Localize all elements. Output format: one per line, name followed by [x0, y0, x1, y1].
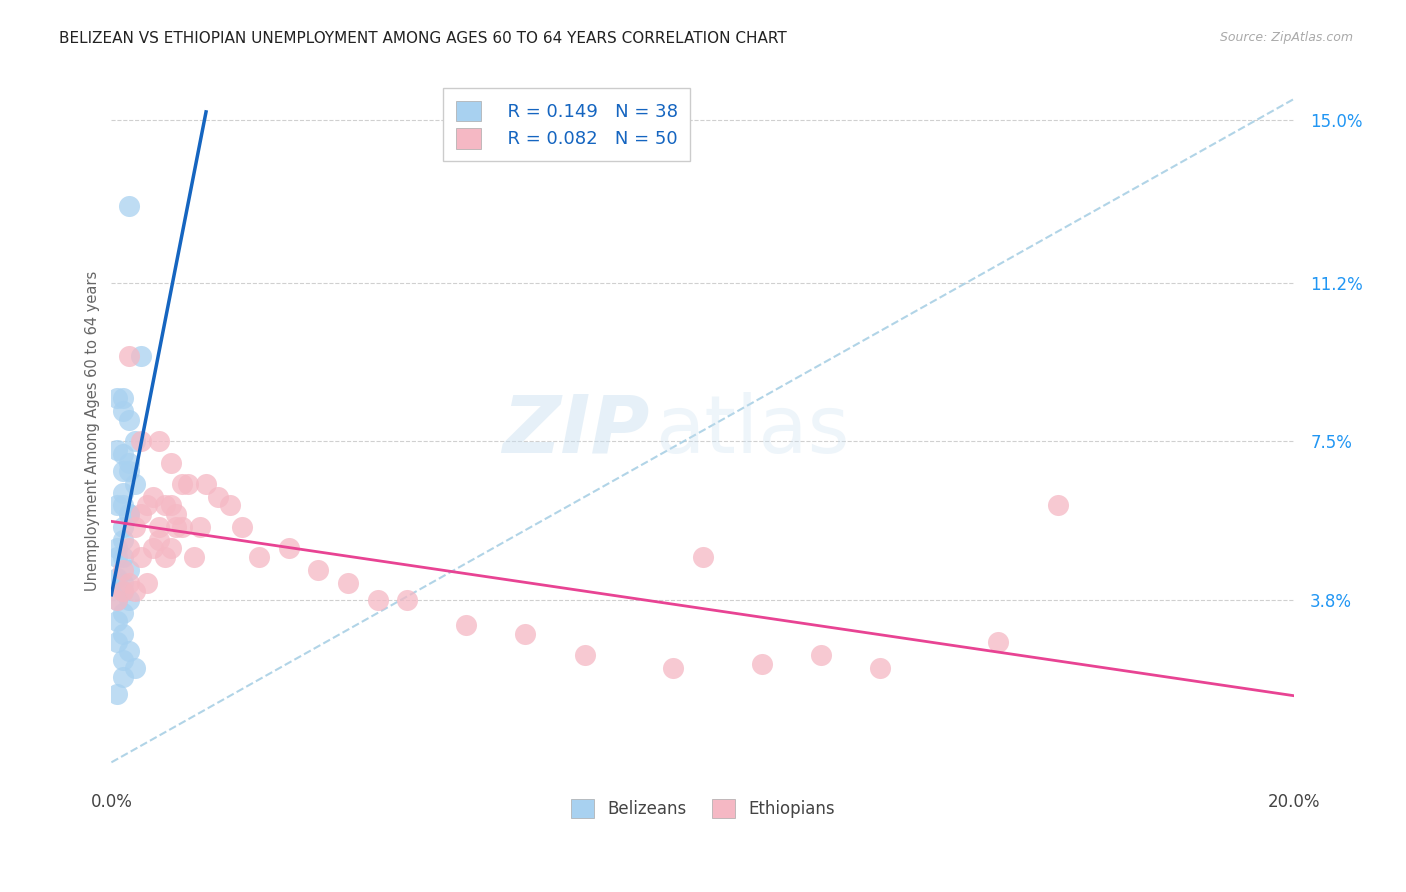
Point: [124, 584, 146, 599]
Point: [118, 413, 141, 427]
Y-axis label: Unemployment Among Ages 60 to 64 years: Unemployment Among Ages 60 to 64 years: [86, 270, 100, 591]
Point: [367, 592, 389, 607]
Point: [277, 541, 299, 556]
Point: [105, 635, 128, 649]
Point: [456, 618, 478, 632]
Point: [172, 477, 194, 491]
Point: [124, 434, 146, 449]
Point: [105, 571, 128, 585]
Point: [112, 584, 135, 599]
Point: [153, 549, 176, 564]
Point: [692, 549, 714, 564]
Point: [129, 434, 152, 449]
Point: [166, 520, 188, 534]
Point: [142, 541, 165, 556]
Text: ZIP: ZIP: [502, 392, 650, 469]
Point: [129, 349, 152, 363]
Point: [105, 549, 128, 564]
Point: [159, 541, 181, 556]
Point: [105, 614, 128, 628]
Point: [177, 477, 200, 491]
Point: [987, 635, 1010, 649]
Text: BELIZEAN VS ETHIOPIAN UNEMPLOYMENT AMONG AGES 60 TO 64 YEARS CORRELATION CHART: BELIZEAN VS ETHIOPIAN UNEMPLOYMENT AMONG…: [59, 31, 787, 46]
Point: [105, 541, 128, 556]
Point: [118, 563, 141, 577]
Point: [112, 606, 135, 620]
Point: [810, 648, 832, 663]
Point: [183, 549, 205, 564]
Point: [118, 644, 141, 658]
Point: [112, 670, 135, 684]
Point: [118, 456, 141, 470]
Point: [105, 499, 128, 513]
Point: [336, 575, 359, 590]
Point: [124, 477, 146, 491]
Point: [118, 464, 141, 478]
Point: [112, 520, 135, 534]
Point: [118, 507, 141, 521]
Point: [105, 592, 128, 607]
Point: [105, 442, 128, 457]
Point: [153, 499, 176, 513]
Point: [118, 575, 141, 590]
Point: [188, 520, 211, 534]
Point: [231, 520, 253, 534]
Point: [112, 392, 135, 406]
Point: [159, 456, 181, 470]
Point: [135, 499, 157, 513]
Point: [112, 584, 135, 599]
Point: [148, 533, 170, 547]
Point: [105, 392, 128, 406]
Point: [751, 657, 773, 671]
Point: [112, 485, 135, 500]
Point: [112, 652, 135, 666]
Point: [112, 447, 135, 461]
Point: [148, 434, 170, 449]
Point: [218, 499, 240, 513]
Point: [118, 592, 141, 607]
Point: [662, 661, 685, 675]
Legend: Belizeans, Ethiopians: Belizeans, Ethiopians: [564, 792, 842, 825]
Point: [307, 563, 329, 577]
Point: [574, 648, 596, 663]
Point: [129, 507, 152, 521]
Point: [142, 490, 165, 504]
Point: [124, 520, 146, 534]
Point: [135, 575, 157, 590]
Point: [118, 199, 141, 213]
Point: [112, 404, 135, 418]
Point: [172, 520, 194, 534]
Point: [112, 575, 135, 590]
Point: [195, 477, 218, 491]
Point: [869, 661, 891, 675]
Point: [112, 627, 135, 641]
Point: [166, 507, 188, 521]
Point: [118, 541, 141, 556]
Point: [112, 563, 135, 577]
Point: [112, 549, 135, 564]
Point: [118, 349, 141, 363]
Point: [112, 533, 135, 547]
Point: [247, 549, 270, 564]
Point: [148, 520, 170, 534]
Text: atlas: atlas: [655, 392, 849, 469]
Point: [129, 549, 152, 564]
Point: [515, 627, 537, 641]
Point: [159, 499, 181, 513]
Point: [105, 592, 128, 607]
Point: [396, 592, 419, 607]
Point: [112, 499, 135, 513]
Point: [105, 687, 128, 701]
Text: Source: ZipAtlas.com: Source: ZipAtlas.com: [1219, 31, 1353, 45]
Point: [207, 490, 229, 504]
Point: [124, 661, 146, 675]
Point: [112, 464, 135, 478]
Point: [118, 507, 141, 521]
Point: [1046, 499, 1069, 513]
